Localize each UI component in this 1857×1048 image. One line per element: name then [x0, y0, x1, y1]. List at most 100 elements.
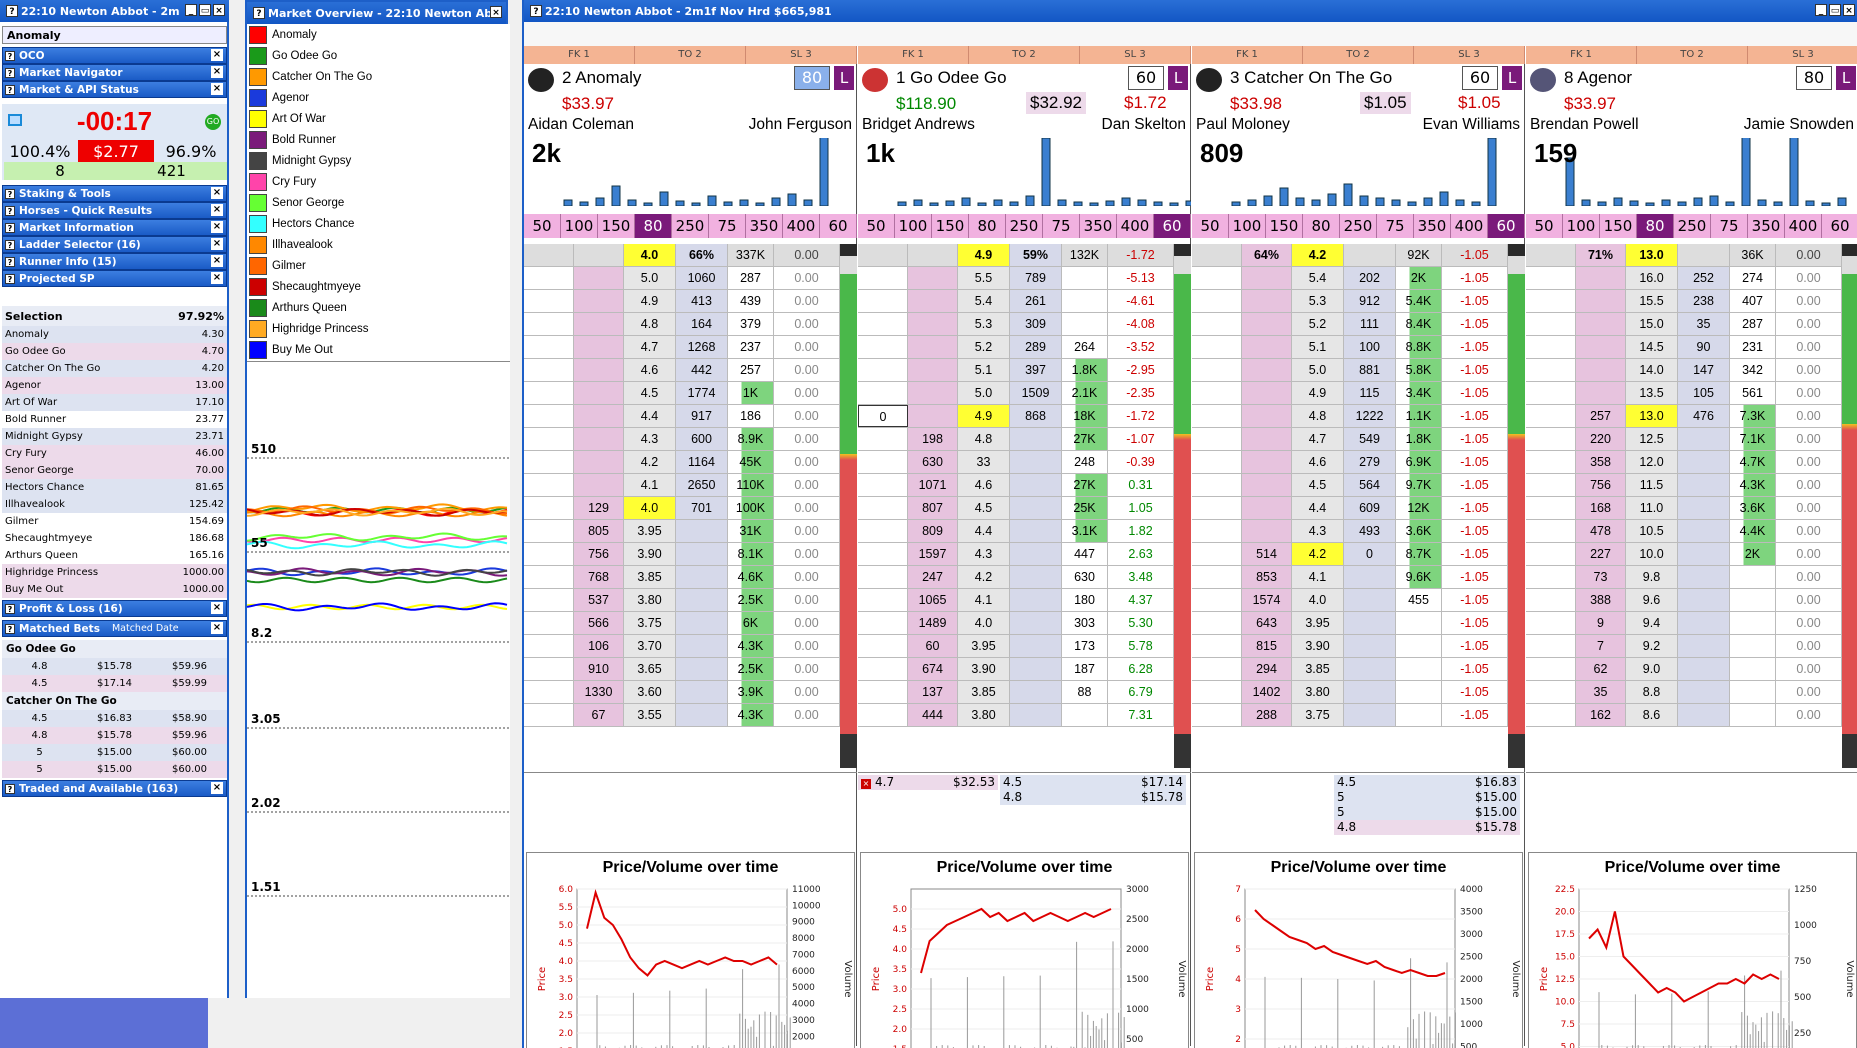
stake-option[interactable]: 150: [1600, 214, 1637, 238]
ladder-back-cell[interactable]: 868: [1010, 405, 1062, 427]
ladder-back-cell[interactable]: 549: [1344, 428, 1396, 450]
ladder-back-cell[interactable]: 476: [1678, 405, 1730, 427]
stake-option[interactable]: 50: [1192, 214, 1229, 238]
ladder-lay-cell[interactable]: 674: [908, 658, 958, 680]
ladder-lay-cell[interactable]: 1330: [574, 681, 624, 703]
sp-row[interactable]: Buy Me Out 1000.00: [2, 581, 227, 598]
ladder-back-cell[interactable]: [1678, 451, 1730, 473]
close-icon[interactable]: ×: [211, 255, 223, 267]
ladder-back-cell[interactable]: 238: [1678, 290, 1730, 312]
stake-option[interactable]: 150: [932, 214, 969, 238]
section-header[interactable]: ? Horses - Quick Results ×: [2, 202, 227, 219]
ladder-back-cell[interactable]: 917: [676, 405, 728, 427]
ladder-back-cell[interactable]: 701: [676, 497, 728, 519]
stake-preset-box[interactable]: 60: [1128, 66, 1164, 90]
ladder-lay-cell[interactable]: [1242, 405, 1292, 427]
ladder-lay-cell[interactable]: [1576, 336, 1626, 358]
ladder-back-cell[interactable]: 252: [1678, 267, 1730, 289]
stake-preset-box[interactable]: 80: [1796, 66, 1832, 90]
close-icon[interactable]: ×: [211, 782, 223, 794]
ladder-back-cell[interactable]: 1509: [1010, 382, 1062, 404]
ladder-lay-cell[interactable]: [908, 382, 958, 404]
help-icon[interactable]: ?: [5, 67, 15, 78]
sp-row[interactable]: Highridge Princess 1000.00: [2, 564, 227, 581]
open-bet[interactable]: 5 $15.00: [1334, 790, 1520, 805]
ladder-lay-cell[interactable]: 220: [1576, 428, 1626, 450]
legend-item[interactable]: Anomaly: [247, 24, 510, 45]
ladder-back-cell[interactable]: [1010, 704, 1062, 726]
ladder-lay-cell[interactable]: [1576, 313, 1626, 335]
ladder-lay-cell[interactable]: 162: [1576, 704, 1626, 726]
ladder-back-cell[interactable]: 202: [1344, 267, 1396, 289]
profit-loss-section[interactable]: ? Profit & Loss (16) ×: [2, 600, 227, 617]
ladder-back-cell[interactable]: [676, 681, 728, 703]
stake-option[interactable]: 50: [524, 214, 561, 238]
ladder-back-cell[interactable]: 261: [1010, 290, 1062, 312]
stake-option[interactable]: 75: [1043, 214, 1080, 238]
ladder-lay-cell[interactable]: [908, 290, 958, 312]
legend-item[interactable]: Midnight Gypsy: [247, 150, 510, 171]
stake-option[interactable]: 250: [672, 214, 709, 238]
ladder-lay-cell[interactable]: 807: [908, 497, 958, 519]
stake-option[interactable]: 60: [1822, 214, 1857, 238]
ladder-back-cell[interactable]: [1010, 474, 1062, 496]
ladder-lay-cell[interactable]: [1242, 267, 1292, 289]
ladder-lay-cell[interactable]: [574, 359, 624, 381]
ladder-back-cell[interactable]: [1678, 566, 1730, 588]
ladder-back-cell[interactable]: [1010, 566, 1062, 588]
ladder-back-cell[interactable]: 90: [1678, 336, 1730, 358]
close-icon[interactable]: ×: [211, 66, 223, 78]
help-icon[interactable]: ?: [5, 273, 15, 284]
ladder-back-cell[interactable]: 493: [1344, 520, 1396, 542]
ladder-lay-cell[interactable]: 247: [908, 566, 958, 588]
ladder-lay-cell[interactable]: 478: [1576, 520, 1626, 542]
sp-row[interactable]: Cry Fury 46.00: [2, 445, 227, 462]
ladder-back-cell[interactable]: [1344, 566, 1396, 588]
sp-row[interactable]: Catcher On The Go 4.20: [2, 360, 227, 377]
stake-option[interactable]: 150: [598, 214, 635, 238]
close-icon[interactable]: ×: [211, 622, 223, 634]
stake-option[interactable]: 250: [1006, 214, 1043, 238]
open-bet[interactable]: 4.8 $15.78: [1000, 790, 1186, 805]
ladder-lay-cell[interactable]: [574, 313, 624, 335]
column-tab[interactable]: TO 2: [969, 46, 1080, 64]
ladder-lay-cell[interactable]: [908, 405, 958, 427]
ladder-lay-cell[interactable]: 227: [1576, 543, 1626, 565]
ladder-back-cell[interactable]: 279: [1344, 451, 1396, 473]
ladder-back-cell[interactable]: [676, 589, 728, 611]
ladder-lay-cell[interactable]: 288: [1242, 704, 1292, 726]
legend-item[interactable]: Catcher On The Go: [247, 66, 510, 87]
ladder-lay-cell[interactable]: 1065: [908, 589, 958, 611]
ladder-back-cell[interactable]: [1678, 543, 1730, 565]
stake-option[interactable]: 50: [1526, 214, 1563, 238]
ladder-back-cell[interactable]: 789: [1010, 267, 1062, 289]
ladder-back-cell[interactable]: [1344, 681, 1396, 703]
sp-row[interactable]: Illhavealook 125.42: [2, 496, 227, 513]
stake-option[interactable]: 100: [895, 214, 932, 238]
ladder-lay-cell[interactable]: 168: [1576, 497, 1626, 519]
ladder-lay-cell[interactable]: 35: [1576, 681, 1626, 703]
column-tab[interactable]: FK 1: [1192, 46, 1303, 64]
ladder-lay-cell[interactable]: [908, 336, 958, 358]
legend-item[interactable]: Senor George: [247, 192, 510, 213]
ladder-back-cell[interactable]: [1010, 681, 1062, 703]
close-icon[interactable]: ×: [211, 238, 223, 250]
ladder-back-cell[interactable]: 442: [676, 359, 728, 381]
sp-row[interactable]: Midnight Gypsy 23.71: [2, 428, 227, 445]
section-header[interactable]: ? Market & API Status ×: [2, 81, 227, 98]
column-tab[interactable]: TO 2: [1303, 46, 1414, 64]
ladder-back-cell[interactable]: 164: [676, 313, 728, 335]
restore-icon[interactable]: ▭: [1829, 4, 1841, 16]
ladder-lay-cell[interactable]: 294: [1242, 658, 1292, 680]
section-header[interactable]: ? OCO ×: [2, 47, 227, 64]
stake-preset-box[interactable]: 60: [1462, 66, 1498, 90]
stake-option[interactable]: 100: [1229, 214, 1266, 238]
ladder-back-cell[interactable]: 1268: [676, 336, 728, 358]
ladder-lay-cell[interactable]: 73: [1576, 566, 1626, 588]
ladder-lay-cell[interactable]: [1242, 520, 1292, 542]
lay-toggle-button[interactable]: L: [834, 66, 854, 90]
ladder-back-cell[interactable]: 1164: [676, 451, 728, 473]
ladder-back-cell[interactable]: [676, 520, 728, 542]
ladder-lay-cell[interactable]: [574, 336, 624, 358]
ladder-lay-cell[interactable]: [908, 267, 958, 289]
